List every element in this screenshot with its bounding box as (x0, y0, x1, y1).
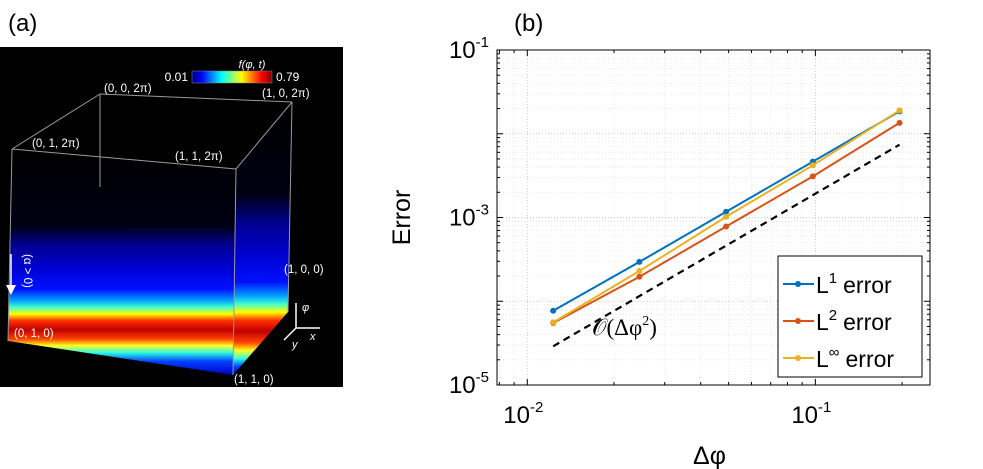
grid (497, 49, 930, 386)
y-axis-label: Error (388, 190, 416, 246)
legend: L1 error L2 error L∞ error (777, 255, 923, 378)
y-tick-label: 10-1 (449, 34, 489, 64)
legend-swatch-marker (795, 318, 801, 324)
colorbar-max-label: 0.79 (276, 70, 300, 84)
y-tick-label: 10-5 (449, 369, 489, 399)
colorbar-title: f(φ, t) (239, 59, 266, 71)
legend-swatch-marker (795, 281, 801, 287)
x-tick-label: 10-2 (503, 399, 543, 429)
x-axis-label: Δφ (693, 442, 726, 469)
gizmo-y-label: y (291, 339, 299, 351)
panel-a-label: (a) (8, 10, 38, 37)
vertex-label-112pi: (1, 1, 2π) (175, 151, 223, 163)
legend-swatch-marker (795, 355, 801, 361)
gizmo-x-label: x (309, 331, 316, 343)
series-3-point (896, 107, 903, 114)
legend-entry-label: L∞ error (816, 344, 894, 372)
vertex-label-110: (1, 1, 0) (234, 374, 274, 386)
series-1-point (636, 258, 643, 265)
colorbar (191, 70, 273, 84)
gizmo-phi-label: φ (302, 302, 309, 314)
vertex-label-102pi: (1, 0, 2π) (262, 88, 310, 100)
vertex-label-002pi: (0, 0, 2π) (104, 83, 152, 95)
vertex-label-010: (0, 1, 0) (14, 328, 54, 340)
series-2-point (809, 173, 816, 180)
legend-entry-label: L1 error (816, 270, 892, 298)
cube-visualization: f(φ, t) 0.01 0.79 (0, 0, 2π) (1, 0, 2π) … (0, 47, 343, 387)
cube-front-face (8, 149, 236, 375)
x-tick-label: 10-1 (791, 399, 831, 429)
panel-b-label: (b) (514, 10, 544, 37)
legend-entry-label: L2 error (816, 307, 892, 335)
series-3-point (809, 162, 816, 169)
series-2-point (636, 273, 643, 280)
reference-slope-line (552, 143, 901, 348)
series-1-point (550, 307, 557, 314)
vertex-label-012pi: (0, 1, 2π) (32, 138, 80, 150)
alpha-label: (α > 0) (21, 254, 33, 288)
series-3-point (636, 267, 643, 274)
alpha-arrow-head (6, 285, 16, 295)
axis-gizmo (283, 303, 320, 341)
ticks (497, 49, 930, 386)
cube-right-face (233, 102, 292, 375)
series-3-point (550, 319, 557, 326)
reference-label: 𝒪(Δφ2) (592, 314, 657, 340)
series-1-point (723, 208, 730, 215)
legend-box (777, 255, 923, 378)
vertex-label-100: (1, 0, 0) (284, 264, 324, 276)
cube-wireframe (7, 93, 293, 376)
series-3-point (723, 213, 730, 220)
y-tick-label: 10-3 (449, 202, 489, 232)
series-2-point (723, 223, 730, 230)
series-2-point (896, 119, 903, 126)
cube-svg: f(φ, t) 0.01 0.79 (0, 0, 2π) (1, 0, 2π) … (6, 59, 324, 386)
colorbar-min-label: 0.01 (165, 70, 189, 84)
